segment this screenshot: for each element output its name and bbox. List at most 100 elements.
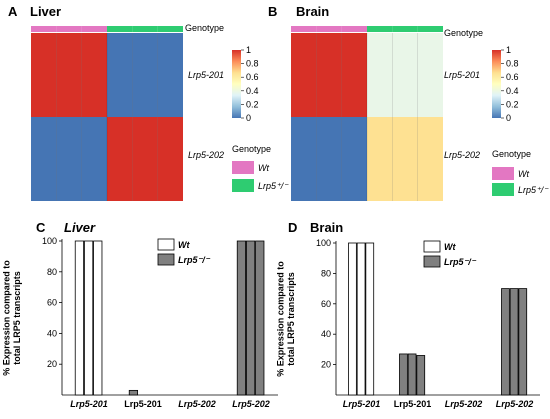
heatmap-row-label-brain-202: Lrp5-202: [444, 150, 480, 160]
bar-legend-swatch: [157, 253, 175, 266]
heatmap-cell: [157, 33, 183, 117]
colorbar-tick-label: 0.6: [246, 72, 259, 82]
heatmap-panel-brain: B Brain Genotype Lrp5-201 Lrp5-202: [268, 4, 483, 201]
y-axis-label-line: total LRP5 transcripts: [12, 271, 22, 365]
colorbar-tick-label: 0.6: [506, 72, 519, 82]
colorbar-tick-label: 0.4: [246, 86, 259, 96]
colorbar-brain: 1 0.8 0.6 0.4 0.2 0: [492, 45, 519, 123]
colorbar-gradient: [492, 50, 501, 118]
bar-wt: [365, 242, 375, 396]
heatmap-cell: [341, 117, 367, 201]
y-axis-label-line: % Expression compared to: [276, 261, 286, 377]
panel-letter-b: B: [268, 4, 277, 19]
bar-ko: [407, 353, 417, 396]
bar-legend-label: Wt: [178, 240, 190, 250]
x-category-label: Lrp5-202: [232, 399, 270, 409]
bar-legend-swatch: [423, 240, 441, 253]
heatmap-cell: [291, 33, 317, 117]
bar-chart-liver: % Expression compared tototal LRP5 trans…: [2, 236, 278, 409]
y-tick-label: 100: [42, 236, 57, 246]
y-axis-label: % Expression compared tototal LRP5 trans…: [276, 261, 296, 377]
heatmap-cell: [417, 117, 443, 201]
y-tick-label: 20: [47, 359, 57, 369]
x-category-label: Lrp5-202: [178, 399, 216, 409]
heatmap-cell: [31, 33, 57, 117]
genotype-bar-cell: [56, 26, 82, 32]
x-category-label: Lrp5-202: [496, 399, 534, 409]
bar-legend-swatch: [157, 238, 175, 251]
y-tick-label: 40: [321, 329, 331, 339]
bar-wt: [93, 240, 103, 396]
y-axis-label: % Expression compared tototal LRP5 trans…: [2, 260, 22, 376]
heatmap-row-label-liver-201: Lrp5-201: [188, 70, 224, 80]
y-tick-label: 60: [321, 299, 331, 309]
legend-swatch-ko-brain: [492, 183, 514, 196]
x-category-label: Lrp5-201: [394, 399, 432, 409]
bar-ko: [416, 355, 426, 396]
bar-legend-label: Wt: [444, 242, 456, 252]
heatmap-cell: [157, 117, 183, 201]
y-tick-label: 20: [321, 360, 331, 370]
colorbar-gradient: [232, 50, 241, 118]
heatmap-cell: [81, 33, 107, 117]
legend-label-ko-brain: Lrp5⁺/⁻: [518, 185, 549, 195]
colorbar-tick-label: 0: [506, 113, 511, 123]
y-tick-label: 80: [321, 268, 331, 278]
colorbar-tick-label: 0.4: [506, 86, 519, 96]
genotype-legend-brain: Genotype Wt Lrp5⁺/⁻: [492, 149, 549, 196]
colorbar-tick-label: 0.2: [506, 99, 519, 109]
y-axis-label-line: % Expression compared to: [2, 260, 12, 376]
x-category-label: Lrp5-201: [124, 399, 162, 409]
x-category-label: Lrp5-201: [343, 399, 381, 409]
bar-panel-brain: D Brain % Expression compared tototal LR…: [276, 220, 540, 409]
bar-ko: [399, 353, 408, 396]
heatmap-cell: [316, 117, 342, 201]
heatmap-row-label-brain-201: Lrp5-201: [444, 70, 480, 80]
heatmap-panel-liver: A Liver Genotype Lrp5-201 Lrp5-202: [8, 4, 224, 201]
heatmap-cell: [392, 117, 418, 201]
y-tick-label: 40: [47, 328, 57, 338]
bar-panel-liver: C Liver % Expression compared tototal LR…: [2, 220, 278, 409]
x-category-label: Lrp5-201: [70, 399, 108, 409]
genotype-bar-cell: [417, 26, 443, 32]
heatmap-cell: [31, 117, 57, 201]
genotype-bar-cell: [341, 26, 367, 32]
heatmap-cell: [56, 33, 82, 117]
genotype-bar-cell: [81, 26, 107, 32]
bar-legend-label: Lrp5⁻/⁻: [444, 257, 477, 267]
bar-ko: [236, 240, 247, 396]
bar-ko: [509, 288, 519, 396]
heatmap-cell: [392, 33, 418, 117]
colorbar-tick-label: 0.8: [506, 59, 519, 69]
bar-ko: [501, 288, 510, 396]
colorbar-tick-label: 0: [246, 113, 251, 123]
heatmap-grid-brain: [291, 26, 443, 201]
panel-letter-c: C: [36, 220, 46, 235]
heatmap-cell: [107, 33, 133, 117]
heatmap-cell: [107, 117, 133, 201]
legend-swatch-ko-liver: [232, 179, 254, 192]
bar-ko: [255, 240, 265, 396]
genotype-bar-cell: [291, 26, 317, 32]
legend-swatch-wt-brain: [492, 167, 514, 180]
bar-ko: [518, 288, 528, 396]
colorbar-tick-label: 0.2: [246, 99, 259, 109]
genotype-bar-cell: [316, 26, 342, 32]
bar-legend-swatch: [423, 255, 441, 268]
legend-swatch-wt-liver: [232, 161, 254, 174]
panel-letter-a: A: [8, 4, 18, 19]
legend-label-wt-brain: Wt: [518, 169, 529, 179]
bar-wt: [74, 240, 85, 396]
y-tick-label: 80: [47, 267, 57, 277]
bar-wt: [356, 242, 366, 396]
genotype-legend-liver: Genotype Wt Lrp5⁺/⁻: [232, 144, 289, 192]
bar-chart-c-content: % Expression compared tototal LRP5 trans…: [2, 236, 278, 409]
heatmap-cell: [417, 33, 443, 117]
genotype-bar-cell: [132, 26, 158, 32]
genotype-bar-label-liver: Genotype: [185, 23, 224, 33]
genotype-legend-title-brain: Genotype: [492, 149, 531, 159]
bar-chart-title-liver: Liver: [64, 220, 96, 235]
genotype-bar-cell: [31, 26, 57, 32]
genotype-bar-label-brain: Genotype: [444, 28, 483, 38]
